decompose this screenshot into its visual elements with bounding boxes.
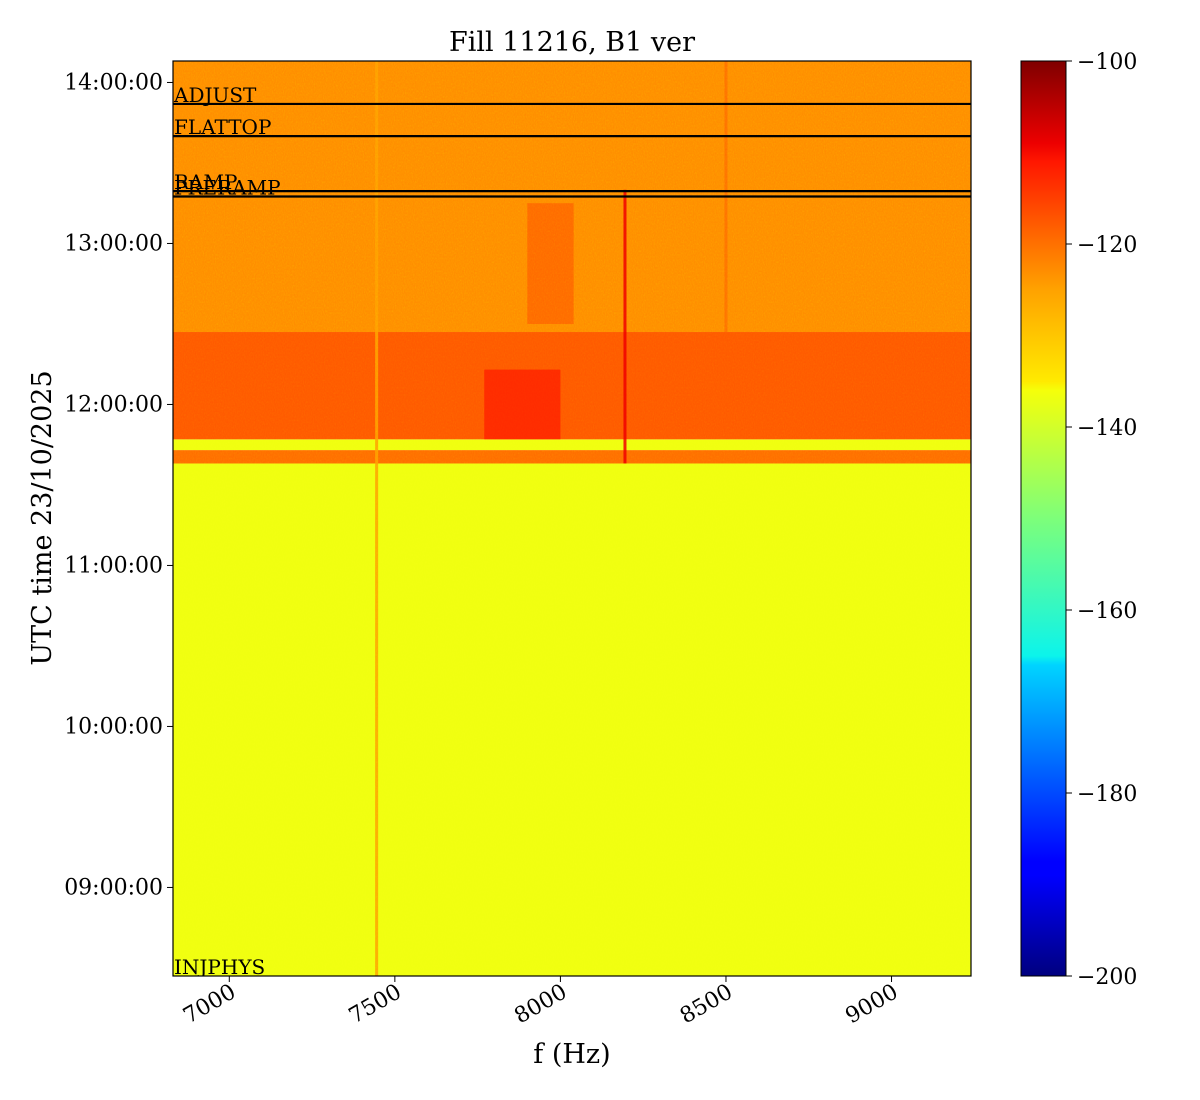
colorbar-ticks: −100 −120 −140 −160 −180 −200: [1066, 50, 1137, 990]
x-tick-label: 8000: [510, 980, 571, 1030]
y-tick-label: 13:00:00: [64, 231, 163, 256]
y-axis-label: UTC time 23/10/2025: [27, 370, 58, 665]
noise-texture: [173, 61, 971, 976]
colorbar-gradient: [1020, 60, 1067, 977]
colorbar-tick-label: −200: [1077, 965, 1137, 990]
y-tick-label: 11:00:00: [64, 553, 163, 578]
chart-title: Fill 11216, B1 ver: [449, 27, 695, 58]
event-label: FLATTOP: [174, 115, 271, 139]
colorbar-tick-label: −140: [1077, 416, 1137, 441]
plot-frame: [172, 60, 972, 977]
x-axis-label: f (Hz): [533, 1039, 610, 1070]
event-label: ADJUST: [173, 83, 257, 107]
colorbar-tick-label: −120: [1077, 233, 1137, 258]
y-tick-label: 09:00:00: [64, 875, 163, 900]
y-tick-label: 12:00:00: [64, 392, 163, 417]
x-axis: 7000 7500 8000 8500 9000: [179, 976, 903, 1030]
colorbar-tick-label: −160: [1077, 599, 1137, 624]
x-tick-label: 7500: [345, 980, 406, 1030]
colorbar-tick-label: −100: [1077, 50, 1137, 75]
y-tick-label: 14:00:00: [64, 70, 163, 95]
y-tick-label: 10:00:00: [64, 714, 163, 739]
colorbar: −100 −120 −140 −160 −180 −200: [1020, 50, 1137, 990]
colorbar-tick-label: −180: [1077, 782, 1137, 807]
x-tick-label: 7000: [179, 980, 240, 1030]
event-label: INJPHYS: [174, 955, 265, 979]
x-tick-label: 8500: [676, 980, 737, 1030]
event-label: RAMP: [174, 170, 237, 194]
x-tick-label: 9000: [842, 980, 903, 1030]
y-axis: 09:00:00 10:00:00 11:00:00 12:00:00 13:00:00…: [64, 70, 173, 900]
event-label: PRERAMP: [174, 176, 281, 200]
